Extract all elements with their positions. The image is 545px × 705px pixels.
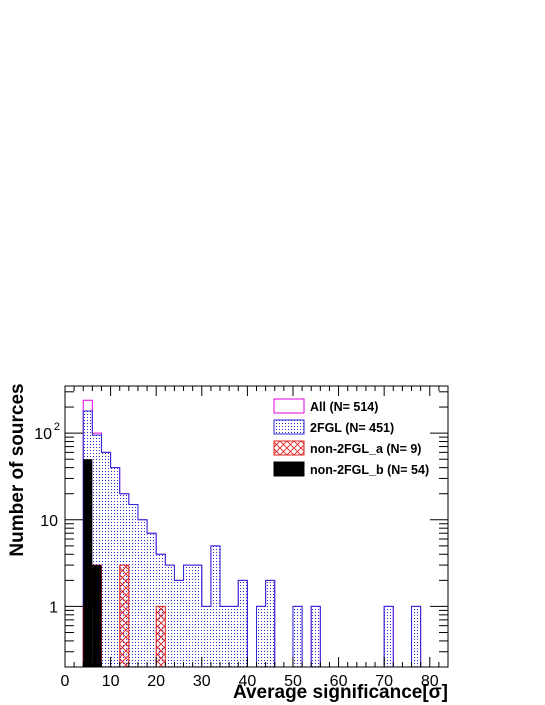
bar-dots-17 [238,580,248,667]
legend: All (N= 514) 2FGL (N= 451) non-2FGL_a (N= … [273,398,429,477]
bar-crosshatch-8 [156,606,166,667]
bar-dots-5 [128,504,138,667]
bar-dots-12 [192,565,202,667]
bar-dots-1 [92,435,102,667]
bar-dots-23 [292,606,303,667]
legend-label: non-2FGL_a (N= 9) [310,442,421,456]
legend-item-crosshatch: non-2FGL_a (N= 9) [273,440,421,456]
bar-dots-10 [174,580,184,667]
y-tick-label: 1 [49,599,58,616]
bar-dots-11 [183,565,193,667]
bar-dots-13 [201,606,211,667]
bar-dots-14 [210,545,221,667]
legend-swatch-solid [273,461,305,477]
y-tick-label: 10 [40,513,58,530]
bar-dots-20 [265,580,275,667]
legend-label: All (N= 514) [310,400,378,414]
legend-label: 2FGL (N= 451) [310,421,394,435]
histogram-bars [82,399,430,668]
x-tick-label: 50 [284,673,302,690]
bar-dots-25 [311,606,321,667]
x-tick-label: 40 [238,673,256,690]
x-axis-ticks: 0 10 20 30 40 50 60 70 80 [61,386,449,690]
y-tick-label: 10 [34,426,52,443]
bar-dots-15 [220,606,230,667]
x-tick-label: 70 [375,673,393,690]
bar-dots-16 [229,606,239,667]
legend-item-dots: 2FGL (N= 451) [273,419,394,435]
x-tick-label: 0 [61,673,70,690]
y-axis-title: Number of sources [7,383,28,556]
legend-item-solid: non-2FGL_b (N= 54) [273,461,429,477]
bar-dots-33 [384,606,394,667]
bar-crosshatch-4 [119,565,129,667]
legend-item-outline: All (N= 514) [273,398,378,414]
legend-swatch-dots [273,419,305,435]
y-tick-label-exponent: 2 [54,421,60,433]
x-axis-title: Average significance[σ] [233,682,448,703]
bar-solid-1 [92,565,102,667]
x-tick-label: 10 [102,673,120,690]
x-tick-label: 60 [330,673,348,690]
legend-label: non-2FGL_b (N= 54) [310,463,429,477]
bar-dots-6 [137,519,148,667]
bar-dots-2 [101,452,111,667]
legend-swatch-outline [273,398,305,414]
legend-swatch-crosshatch [273,440,305,456]
x-tick-label: 30 [193,673,211,690]
x-tick-label: 80 [421,673,439,690]
bar-dots-19 [256,606,266,667]
bar-dots-3 [110,467,120,667]
bar-solid-0 [83,459,93,667]
x-tick-label: 20 [147,673,165,690]
bar-dots-9 [165,565,175,667]
bar-dots-36 [411,606,421,667]
bar-dots-7 [147,533,157,667]
